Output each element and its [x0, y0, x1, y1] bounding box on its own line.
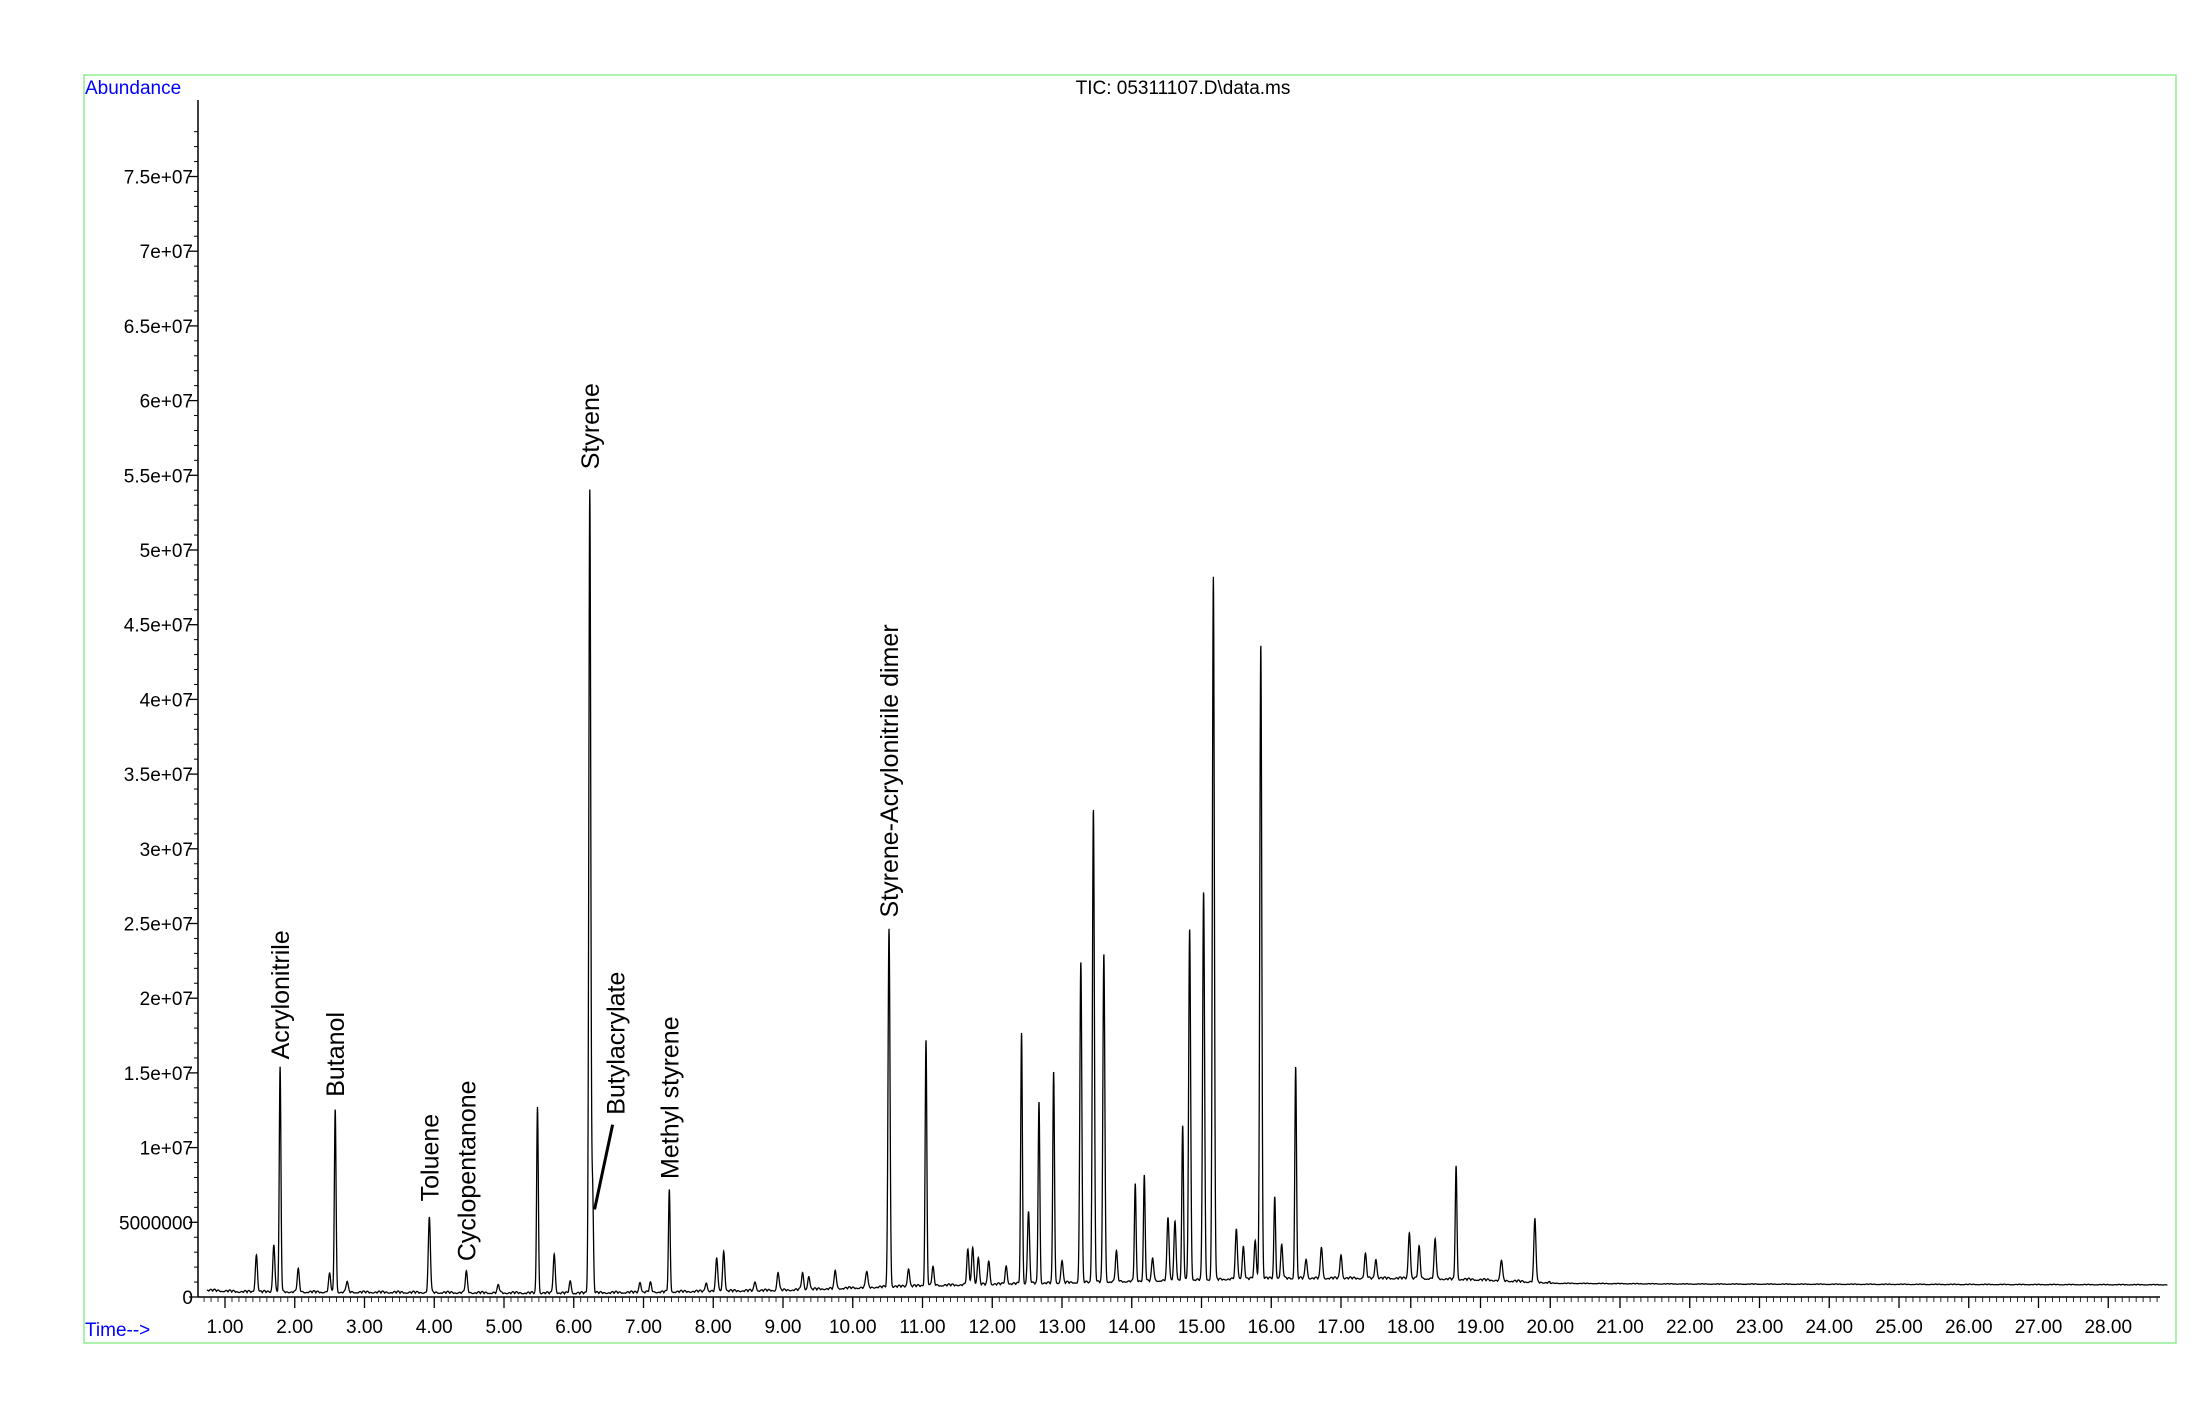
x-tick-label: 26.00: [1945, 1317, 1993, 1338]
x-tick-label: 9.00: [765, 1317, 802, 1338]
x-tick-label: 7.00: [625, 1317, 662, 1338]
x-tick-label: 13.00: [1038, 1317, 1086, 1338]
y-tick-label: 0: [182, 1288, 193, 1309]
y-tick-label: 3e+07: [140, 840, 193, 861]
peak-label: Toluene: [416, 1114, 444, 1202]
butylacrylate-pointer: [593, 1124, 615, 1210]
x-tick-label: 6.00: [555, 1317, 592, 1338]
y-tick-label: 4.5e+07: [124, 616, 193, 637]
chart-title: TIC: 05311107.D\data.ms: [1076, 78, 1291, 99]
plot-frame: [83, 74, 2177, 1344]
peak-label: Styrene-Acrylonitrile dimer: [876, 624, 904, 917]
y-tick-label: 7e+07: [140, 242, 193, 263]
x-tick-label: 21.00: [1596, 1317, 1644, 1338]
x-axis-label: Time-->: [85, 1320, 150, 1341]
x-tick-label: 20.00: [1526, 1317, 1574, 1338]
x-tick-label: 28.00: [2084, 1317, 2132, 1338]
peak-label: Methyl styrene: [656, 1016, 684, 1179]
x-tick-label: 17.00: [1317, 1317, 1365, 1338]
x-tick-label: 16.00: [1247, 1317, 1295, 1338]
y-tick-label: 6e+07: [140, 392, 193, 413]
x-tick-label: 3.00: [346, 1317, 383, 1338]
y-tick-label: 7.5e+07: [124, 168, 193, 189]
x-tick-label: 19.00: [1457, 1317, 1505, 1338]
x-tick-label: 11.00: [899, 1317, 945, 1338]
x-tick-label: 25.00: [1875, 1317, 1923, 1338]
x-tick-label: 1.00: [207, 1317, 244, 1338]
y-tick-label: 1e+07: [140, 1139, 193, 1160]
y-tick-label: 2e+07: [140, 989, 193, 1010]
x-tick-label: 12.00: [968, 1317, 1016, 1338]
x-tick-label: 22.00: [1666, 1317, 1714, 1338]
y-tick-label: 1.5e+07: [124, 1064, 193, 1085]
peak-label: Styrene: [577, 383, 605, 469]
y-tick-label: 3.5e+07: [124, 765, 193, 786]
x-tick-label: 23.00: [1736, 1317, 1784, 1338]
y-tick-label: 2.5e+07: [124, 915, 193, 936]
y-tick-label: 5e+07: [140, 541, 193, 562]
x-tick-label: 5.00: [486, 1317, 523, 1338]
y-axis-label: Abundance: [85, 78, 181, 99]
x-tick-label: 10.00: [829, 1317, 877, 1338]
y-tick-label: 5000000: [119, 1213, 193, 1234]
x-tick-label: 4.00: [416, 1317, 453, 1338]
y-tick-label: 5.5e+07: [124, 466, 193, 487]
y-tick-label: 6.5e+07: [124, 317, 193, 338]
x-axis: 1.00 2.00 3.00 4.00 5.00 6.00 7.00 8.00 9.00 10.0…: [198, 1296, 2160, 1338]
peak-label: Butanol: [322, 1012, 350, 1097]
x-tick-label: 8.00: [695, 1317, 732, 1338]
peak-label: Cyclopentanone: [453, 1080, 481, 1261]
y-axis: 0 5000000 1e+07 1.5e+07 2e+07 2.5e+07 3e+07 3.5…: [119, 100, 199, 1309]
x-tick-label: 2.00: [276, 1317, 313, 1338]
x-tick-label: 15.00: [1178, 1317, 1226, 1338]
x-tick-label: 14.00: [1108, 1317, 1156, 1338]
peak-label: Acrylonitrile: [267, 930, 295, 1059]
peak-label: Butylacrylate: [603, 972, 631, 1115]
x-tick-label: 18.00: [1387, 1317, 1435, 1338]
tic-trace: [206, 489, 2168, 1296]
x-tick-label: 24.00: [1805, 1317, 1853, 1338]
x-tick-label: 27.00: [2015, 1317, 2063, 1338]
y-tick-label: 4e+07: [140, 690, 193, 711]
peak-annotations: Acrylonitrile Butanol Toluene Cyclopentanon…: [267, 383, 904, 1261]
